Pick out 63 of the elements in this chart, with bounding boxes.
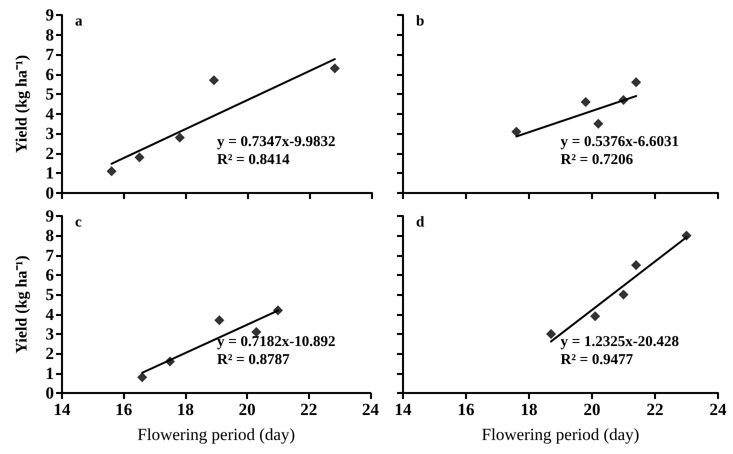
x-tick-label: 16: [458, 400, 474, 419]
point: [593, 118, 604, 129]
chart-title: d: [416, 214, 425, 230]
annotation: y = 0.7347x-9.9832: [217, 134, 336, 150]
point: [511, 126, 522, 137]
y-tick-label: 5: [46, 84, 54, 104]
y-tick-label: 7: [46, 45, 54, 64]
annotation: R² = 0.9477: [560, 352, 634, 368]
x-tick-label: 20: [584, 400, 600, 419]
x-tick-label: 16: [115, 400, 132, 419]
point: [631, 260, 642, 270]
x-tick-label: 24: [710, 400, 727, 419]
x-tick-label: 20: [238, 400, 256, 419]
point: [631, 77, 642, 88]
y-tick-label: 0: [46, 184, 54, 202]
x-tick-label: 18: [176, 400, 194, 419]
y-tick-label: 9: [46, 6, 54, 24]
annotation: y = 1.2325x-20.428: [560, 334, 680, 350]
point: [580, 97, 591, 108]
point: [330, 63, 340, 74]
point: [546, 329, 556, 339]
x-tick-label: 14: [394, 400, 412, 419]
x-tick-label: 22: [646, 400, 664, 419]
point: [137, 372, 148, 382]
x-tick-label: 24: [362, 400, 380, 419]
y-tick-label: 5: [46, 285, 54, 304]
annotation: R² = 0.7206: [560, 152, 634, 168]
annotation: R² = 0.8787: [217, 352, 290, 368]
x-axis-title: Flowering period (day): [137, 425, 296, 444]
y-tick-label: 3: [46, 324, 54, 344]
y-tick-label: 8: [46, 226, 54, 246]
x-tick-label: 22: [300, 400, 318, 419]
point: [214, 315, 224, 326]
point: [590, 311, 600, 322]
annotation: y = 0.7182x-10.892: [217, 334, 336, 350]
y-axis-title: Yield (kg ha⁻¹): [14, 54, 30, 154]
point: [174, 132, 185, 143]
y-tick-label: 7: [46, 246, 54, 265]
y-tick-label: 1: [46, 164, 54, 183]
y-tick-label: 6: [46, 266, 54, 284]
annotation: R² = 0.8414: [217, 152, 290, 168]
y-tick-label: 4: [46, 104, 54, 124]
annotation: y = 0.5376x-6.6031: [560, 134, 680, 150]
point: [106, 166, 117, 176]
x-axis-title: Flowering period (day): [482, 425, 640, 444]
y-tick-label: 9: [46, 206, 54, 226]
x-tick-label: 18: [520, 400, 538, 419]
point: [134, 152, 144, 162]
y-tick-label: 0: [46, 384, 54, 402]
chart-title: a: [75, 14, 83, 30]
y-tick-label: 8: [46, 25, 54, 44]
y-tick-label: 6: [46, 64, 54, 84]
y-tick-label: 2: [46, 344, 54, 364]
y-axis-title: Yield (kg ha⁻¹): [14, 255, 30, 354]
x-tick-label: 14: [54, 400, 71, 419]
y-tick-label: 4: [46, 304, 54, 324]
point: [618, 290, 628, 300]
y-tick-label: 3: [46, 124, 54, 144]
chart-title: c: [75, 214, 82, 230]
y-tick-label: 2: [46, 144, 54, 163]
chart-title: b: [416, 14, 424, 30]
y-tick-label: 1: [46, 364, 54, 383]
point: [208, 75, 219, 86]
